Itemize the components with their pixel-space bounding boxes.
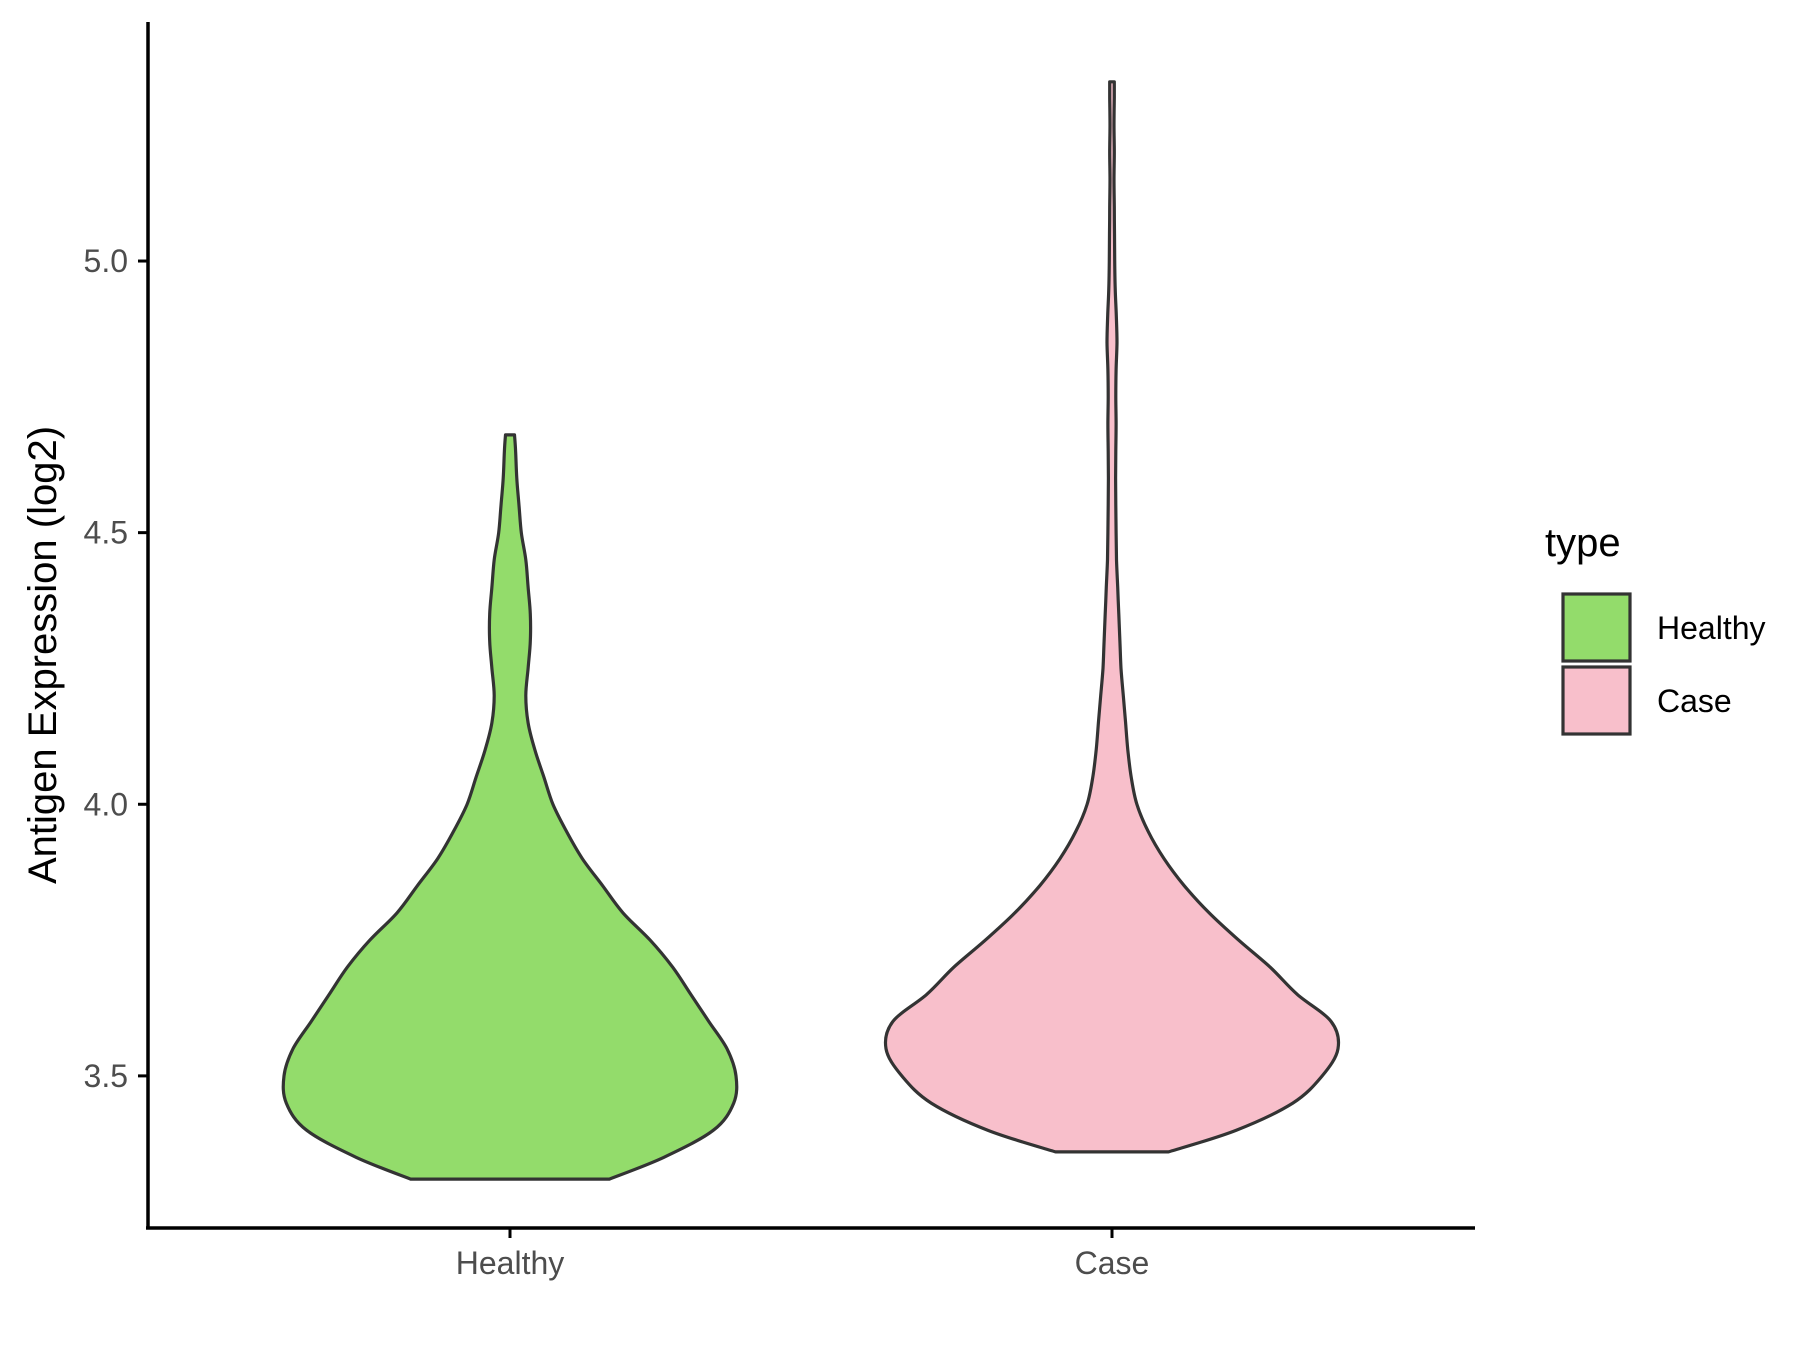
- y-tick-label: 5.0: [84, 243, 128, 279]
- legend-items: Healthy Case: [1561, 592, 1766, 736]
- violins-layer: [281, 80, 1341, 1181]
- y-tick-label: 4.5: [84, 515, 128, 551]
- x-tick-label: Case: [1075, 1245, 1150, 1281]
- legend-swatch-healthy: [1561, 592, 1632, 663]
- legend-label-case: Case: [1657, 683, 1732, 719]
- legend: type Healthy Case: [1545, 521, 1766, 736]
- x-tick-label: Healthy: [456, 1245, 565, 1281]
- y-axis-ticks: 3.5 4.0 4.5 5.0: [84, 243, 148, 1094]
- legend-title: type: [1545, 521, 1621, 565]
- y-tick-label: 3.5: [84, 1058, 128, 1094]
- legend-swatch-case: [1561, 665, 1632, 736]
- legend-label-healthy: Healthy: [1657, 610, 1766, 646]
- violin-healthy: [281, 433, 739, 1181]
- x-axis-ticks: Healthy Case: [456, 1228, 1150, 1281]
- y-tick-label: 4.0: [84, 786, 128, 822]
- y-axis-title: Antigen Expression (log2): [21, 426, 65, 884]
- violin-case: [883, 80, 1341, 1154]
